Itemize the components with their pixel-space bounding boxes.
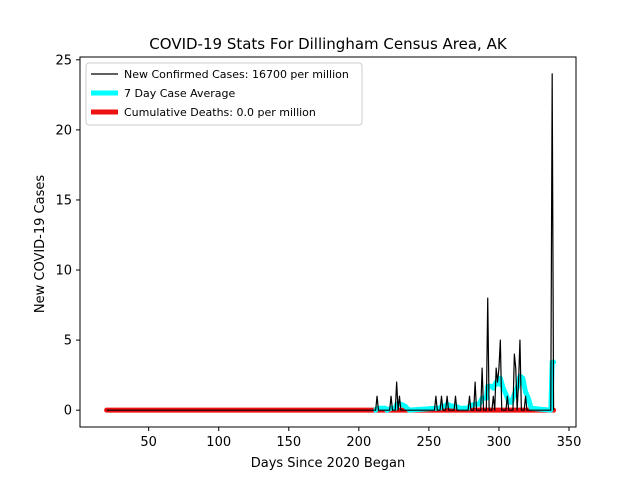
x-tick-label: 250 bbox=[416, 435, 441, 450]
y-tick-label: 0 bbox=[64, 404, 72, 419]
legend: New Confirmed Cases: 16700 per million 7 … bbox=[85, 62, 363, 126]
x-axis-ticks: 50 100 150 200 250 300 350 bbox=[140, 427, 581, 450]
y-tick-label: 25 bbox=[55, 53, 72, 68]
y-tick-label: 20 bbox=[55, 123, 72, 138]
y-tick-label: 10 bbox=[55, 264, 72, 279]
x-tick-label: 350 bbox=[557, 435, 582, 450]
legend-label-2: Cumulative Deaths: 0.0 per million bbox=[124, 106, 316, 119]
x-tick-label: 150 bbox=[276, 435, 301, 450]
y-axis-label: New COVID-19 Cases bbox=[33, 175, 48, 313]
legend-label-1: 7 Day Case Average bbox=[124, 87, 236, 100]
x-tick-label: 100 bbox=[206, 435, 231, 450]
x-axis-label: Days Since 2020 Began bbox=[251, 456, 406, 471]
y-tick-label: 5 bbox=[64, 334, 72, 349]
y-axis-ticks: 0 5 10 15 20 25 bbox=[55, 53, 80, 419]
x-tick-label: 50 bbox=[140, 435, 157, 450]
x-tick-label: 200 bbox=[346, 435, 371, 450]
legend-box bbox=[85, 62, 363, 126]
chart-title: COVID-19 Stats For Dillingham Census Are… bbox=[149, 35, 508, 53]
legend-label-0: New Confirmed Cases: 16700 per million bbox=[124, 68, 349, 81]
series-line-0 bbox=[106, 73, 555, 411]
x-tick-label: 300 bbox=[487, 435, 512, 450]
plot-area bbox=[79, 56, 577, 428]
plot-frame bbox=[79, 56, 577, 428]
y-tick-label: 15 bbox=[55, 193, 72, 208]
series-line-1 bbox=[373, 359, 557, 413]
